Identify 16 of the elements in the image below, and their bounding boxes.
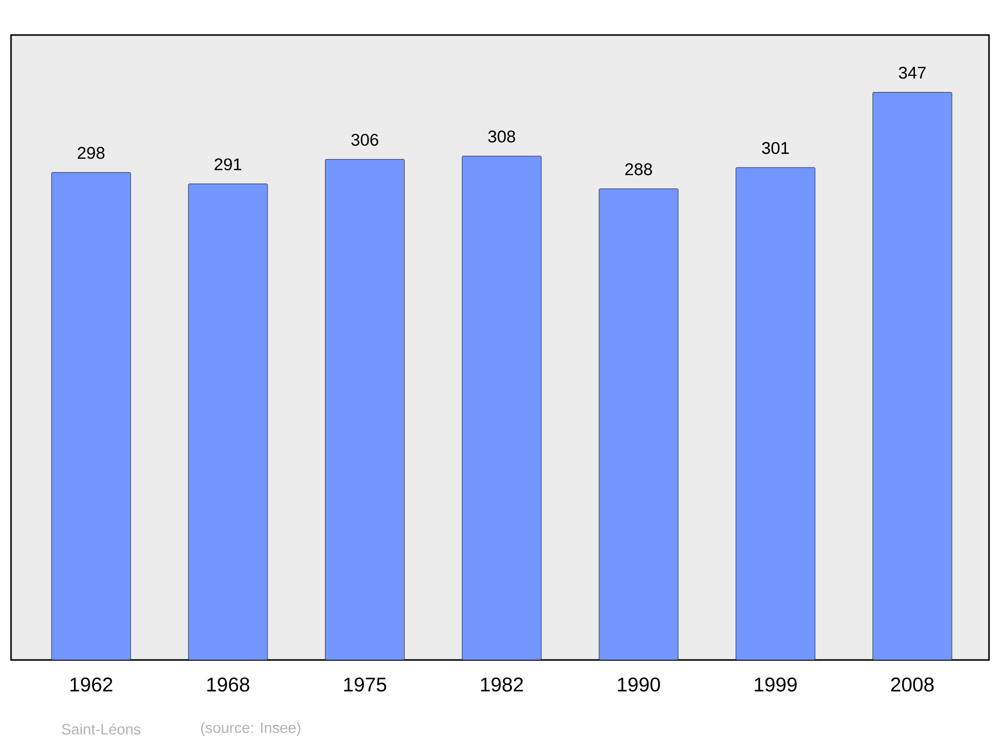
x-tick-label: 2008: [891, 678, 934, 692]
data-label: 291: [214, 158, 242, 170]
data-label: 347: [898, 66, 926, 79]
text: (source: Insee): [201, 722, 300, 736]
x-tick-label: 1975: [344, 678, 386, 692]
x-tick-label: 1982: [481, 678, 523, 692]
x-tick-label: 1999: [754, 678, 797, 692]
x-tick-label: 1968: [207, 678, 250, 692]
data-label: 301: [762, 142, 789, 154]
data-label: 308: [488, 130, 516, 143]
data-label: 306: [351, 134, 378, 146]
data-label: 298: [78, 146, 104, 159]
text: Saint-Léons: [62, 723, 140, 735]
x-tick-label: 1962: [70, 678, 112, 692]
x-tick-label: 1990: [618, 678, 660, 692]
data-label: 288: [625, 163, 652, 176]
